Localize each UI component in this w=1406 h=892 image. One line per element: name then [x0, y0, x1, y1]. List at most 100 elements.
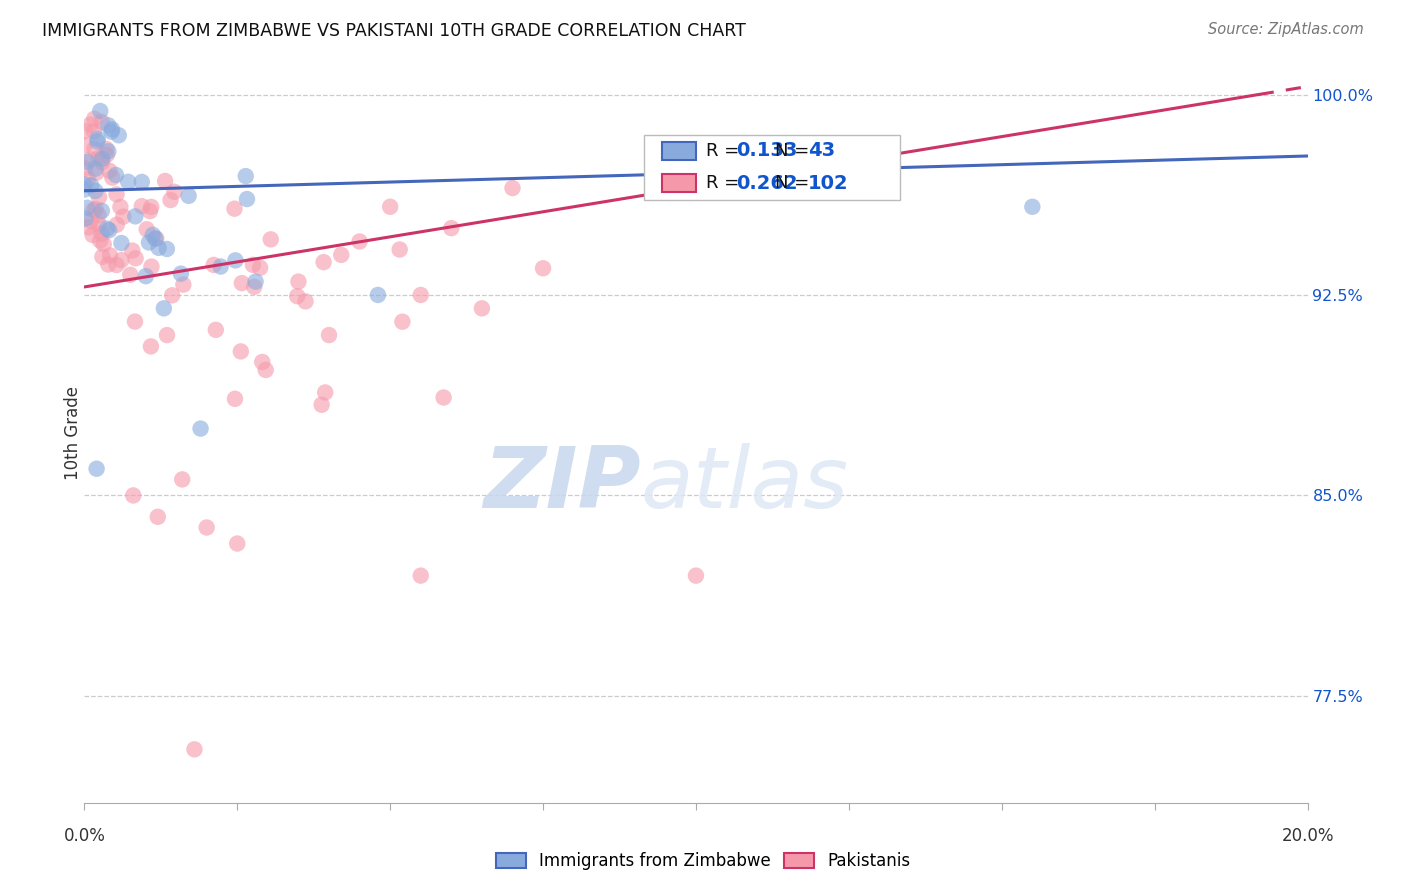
Point	[245, 275, 267, 289]
Point	[73, 161, 96, 176]
Text: IMMIGRANTS FROM ZIMBABWE VS PAKISTANI 10TH GRADE CORRELATION CHART: IMMIGRANTS FROM ZIMBABWE VS PAKISTANI 10…	[42, 22, 747, 40]
Point	[138, 235, 160, 250]
Point	[91, 250, 114, 264]
Point	[146, 509, 169, 524]
Text: 0.133: 0.133	[737, 141, 797, 161]
Point	[98, 248, 121, 262]
Point	[79, 153, 101, 167]
Point	[235, 169, 257, 183]
Point	[89, 103, 111, 118]
Point	[141, 260, 163, 274]
Point	[388, 243, 411, 257]
Point	[96, 142, 118, 156]
Point	[87, 151, 110, 165]
Point	[202, 258, 225, 272]
Point	[153, 174, 176, 188]
Point	[440, 221, 463, 235]
Point	[86, 461, 108, 475]
Point	[183, 742, 205, 756]
Point	[502, 181, 524, 195]
Point	[110, 200, 132, 214]
Point	[312, 255, 335, 269]
Point	[311, 398, 333, 412]
Point	[471, 301, 494, 316]
Point	[91, 155, 114, 169]
Point	[93, 237, 115, 252]
Point	[204, 323, 226, 337]
Point	[195, 520, 218, 534]
Point	[73, 138, 96, 153]
Text: 20.0%: 20.0%	[1281, 827, 1334, 845]
Point	[409, 568, 432, 582]
Point	[349, 235, 371, 249]
Point	[224, 202, 246, 216]
Point	[77, 220, 100, 235]
Point	[142, 227, 165, 242]
Point	[249, 260, 271, 275]
Point	[86, 165, 108, 179]
Point	[254, 363, 277, 377]
Point	[285, 289, 308, 303]
Point	[73, 124, 96, 138]
Point	[80, 178, 103, 193]
Point	[172, 472, 194, 486]
Text: atlas: atlas	[641, 443, 849, 526]
Point	[73, 182, 96, 196]
Legend: Immigrants from Zimbabwe, Pakistanis: Immigrants from Zimbabwe, Pakistanis	[489, 846, 917, 877]
Point	[380, 200, 402, 214]
Point	[367, 288, 389, 302]
Point	[104, 168, 127, 182]
Point	[87, 190, 110, 204]
Point	[294, 294, 316, 309]
Point	[90, 115, 112, 129]
Point	[83, 142, 105, 156]
Point	[97, 118, 120, 132]
Point	[90, 203, 112, 218]
Point	[236, 192, 259, 206]
Point	[105, 187, 128, 202]
Point	[75, 211, 97, 226]
Point	[86, 134, 108, 148]
Point	[84, 184, 107, 198]
Point	[242, 258, 264, 272]
Text: 43: 43	[808, 141, 835, 161]
Point	[131, 199, 153, 213]
Point	[98, 223, 121, 237]
Point	[433, 391, 456, 405]
Point	[177, 189, 200, 203]
Point	[122, 488, 145, 502]
Point	[101, 170, 124, 185]
Point	[143, 232, 166, 246]
Point	[98, 163, 121, 178]
Point	[83, 125, 105, 139]
Point	[90, 227, 112, 241]
Y-axis label: 10th Grade: 10th Grade	[65, 385, 82, 480]
Point	[156, 242, 179, 256]
Point	[391, 315, 413, 329]
Point	[260, 232, 283, 246]
Point	[209, 260, 232, 274]
Point	[141, 200, 163, 214]
Point	[139, 339, 162, 353]
Point	[135, 222, 157, 236]
Point	[73, 178, 96, 192]
Point	[287, 275, 309, 289]
Point	[107, 128, 129, 143]
Point	[82, 203, 104, 218]
Point	[229, 344, 252, 359]
Point	[87, 218, 110, 232]
Point	[110, 235, 132, 250]
Point	[76, 155, 98, 169]
Text: R =: R =	[706, 142, 745, 160]
Point	[87, 208, 110, 222]
Text: 0.0%: 0.0%	[63, 827, 105, 845]
Point	[224, 392, 246, 406]
Point	[79, 118, 101, 132]
Point	[82, 227, 104, 242]
Point	[77, 171, 100, 186]
Text: 102: 102	[808, 174, 849, 193]
Point	[76, 201, 98, 215]
Point	[87, 131, 110, 145]
Text: N =: N =	[775, 175, 815, 193]
Point	[97, 145, 120, 159]
